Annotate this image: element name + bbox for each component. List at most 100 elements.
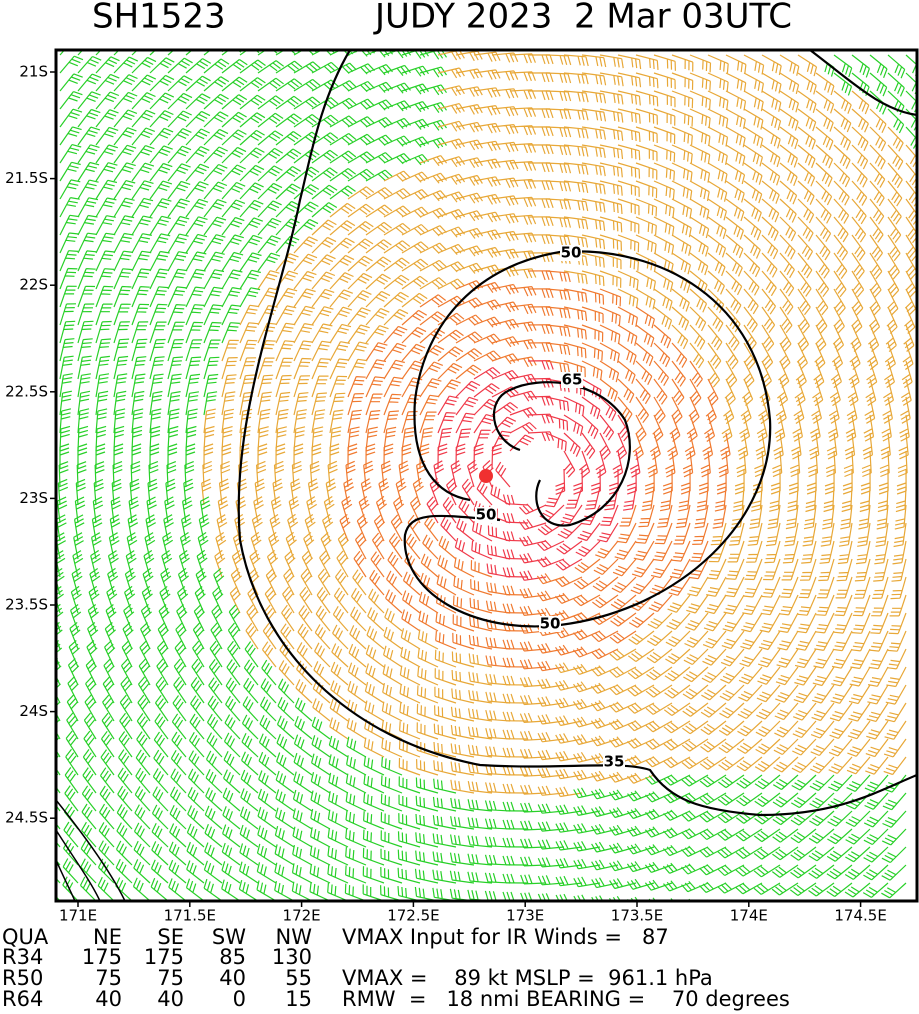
wind-barb xyxy=(473,281,501,293)
wind-barb xyxy=(591,630,619,643)
wind-barb xyxy=(626,825,655,837)
wind-barb xyxy=(717,846,745,859)
wind-barb xyxy=(671,90,694,109)
wind-barb xyxy=(287,513,299,542)
table-cell: 40 xyxy=(95,987,122,1011)
wind-barb xyxy=(243,659,259,686)
wind-barb xyxy=(131,408,144,434)
wind-barb xyxy=(851,108,869,133)
wind-barb xyxy=(221,59,248,74)
lon-label: 172.5E xyxy=(387,907,439,925)
wind-barb xyxy=(563,198,589,212)
wind-barb xyxy=(133,859,151,884)
wind-barb xyxy=(599,342,620,364)
wind-barb xyxy=(870,612,889,634)
wind-barb xyxy=(185,198,209,218)
wind-barb xyxy=(769,486,781,512)
wind-barb xyxy=(365,290,391,308)
wind-barb xyxy=(827,828,853,845)
wind-barb xyxy=(412,477,424,506)
wind-barb xyxy=(77,55,102,74)
wind-barb xyxy=(275,270,299,290)
wind-barb xyxy=(455,68,483,79)
wind-barb xyxy=(627,666,655,680)
wind-barb xyxy=(77,232,97,254)
wind-barb xyxy=(95,408,108,434)
wind-barb xyxy=(227,640,241,668)
wind-barb xyxy=(309,845,331,866)
wind-barb xyxy=(328,772,349,794)
wind-barb xyxy=(845,792,871,810)
wind-barb xyxy=(875,522,889,547)
wind-barb xyxy=(848,684,871,705)
wind-barb xyxy=(149,127,174,146)
wind-barb xyxy=(170,768,187,794)
wind-barb xyxy=(793,684,817,704)
wind-barb xyxy=(743,576,763,598)
wind-barb xyxy=(700,738,727,753)
wind-barb xyxy=(149,233,171,254)
storm-id: SH1523 xyxy=(92,0,226,37)
wind-barb xyxy=(617,108,641,124)
wind-barb xyxy=(329,168,357,182)
wind-barb xyxy=(536,573,565,585)
wind-barb xyxy=(381,720,403,740)
wind-barb xyxy=(826,864,853,880)
wind-barb xyxy=(77,285,96,308)
wind-barb xyxy=(675,504,691,529)
wind-barb xyxy=(537,767,565,778)
wind-barb xyxy=(581,144,606,158)
wind-barb xyxy=(273,460,285,488)
info-line: VMAX Input for IR Winds = 87 xyxy=(342,925,669,949)
wind-barb xyxy=(242,696,259,722)
wind-barb xyxy=(275,200,301,218)
wind-barb xyxy=(761,576,781,598)
contour-label: 65 xyxy=(562,371,583,389)
wind-barb xyxy=(778,360,790,388)
wind-barb xyxy=(316,587,331,614)
wind-barb xyxy=(167,57,193,74)
wind-barb xyxy=(152,786,169,812)
wind-barb xyxy=(75,478,86,506)
wind-barb xyxy=(104,622,116,650)
wind-barb xyxy=(140,603,152,632)
wind-barb xyxy=(83,730,97,758)
wind-barb xyxy=(874,540,889,565)
wind-barb xyxy=(85,676,97,704)
wind-barb xyxy=(761,324,775,352)
wind-barb xyxy=(667,432,679,461)
wind-barb xyxy=(537,539,565,552)
wind-barb xyxy=(743,180,763,204)
wind-barb xyxy=(239,182,264,200)
wind-barb xyxy=(203,58,230,74)
wind-barb xyxy=(635,396,649,424)
wind-barb xyxy=(467,780,493,794)
wind-barb xyxy=(382,682,403,704)
wind-barb xyxy=(304,514,316,542)
wind-barb xyxy=(635,54,659,70)
wind-barb xyxy=(485,600,511,614)
wind-barb xyxy=(509,125,537,136)
wind-barb xyxy=(335,568,349,596)
wind-barb xyxy=(664,666,691,682)
wind-barb xyxy=(591,665,619,677)
wind-barb xyxy=(419,172,448,184)
wind-barb xyxy=(869,270,882,298)
wind-barb xyxy=(563,450,576,478)
wind-barb xyxy=(867,342,879,371)
wind-barb xyxy=(815,234,831,261)
wind-barb xyxy=(149,145,173,164)
wind-barb xyxy=(266,549,279,578)
wind-barb xyxy=(437,243,466,255)
wind-barb xyxy=(91,514,103,542)
wind-barb xyxy=(687,576,709,597)
wind-barb xyxy=(779,306,793,334)
wind-barb xyxy=(167,321,185,344)
wind-barb xyxy=(812,684,835,704)
wind-barb xyxy=(311,735,331,758)
wind-barb xyxy=(899,414,910,442)
wind-barb xyxy=(345,792,367,812)
wind-barb xyxy=(185,391,199,416)
wind-barb xyxy=(869,216,884,243)
wind-barb xyxy=(185,233,208,254)
